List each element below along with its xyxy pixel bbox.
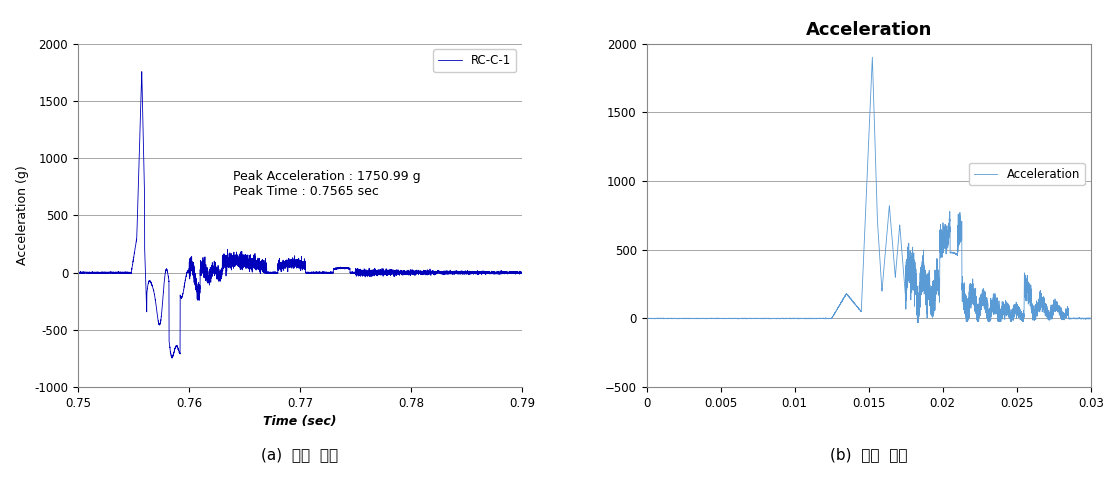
RC-C-1 [93, 270, 107, 276]
Y-axis label: Acceleration (g): Acceleration (g) [16, 166, 29, 265]
Acceleration [640, 316, 653, 321]
RC-C-1 [166, 355, 179, 361]
Text: (a)  실험  결과: (a) 실험 결과 [262, 447, 338, 462]
Line: Acceleration: Acceleration [647, 57, 1091, 323]
Acceleration [666, 316, 679, 321]
Text: (b)  해석  결과: (b) 해석 결과 [830, 447, 907, 462]
RC-C-1 [401, 269, 414, 274]
Acceleration [1084, 315, 1097, 321]
Acceleration [866, 54, 879, 60]
Acceleration [918, 288, 932, 294]
RC-C-1 [515, 269, 529, 275]
Legend: Acceleration: Acceleration [969, 163, 1085, 185]
RC-C-1 [424, 268, 437, 274]
RC-C-1 [233, 258, 246, 264]
X-axis label: Time (sec): Time (sec) [264, 415, 337, 428]
Acceleration [991, 302, 1004, 308]
RC-C-1 [135, 69, 148, 75]
Text: Peak Acceleration : 1750.99 g
Peak Time : 0.7565 sec: Peak Acceleration : 1750.99 g Peak Time … [234, 169, 421, 197]
Title: Acceleration: Acceleration [806, 21, 932, 39]
Acceleration [912, 313, 925, 319]
Legend: RC-C-1: RC-C-1 [433, 49, 516, 72]
Line: RC-C-1: RC-C-1 [78, 72, 522, 358]
RC-C-1 [334, 265, 347, 271]
RC-C-1 [354, 271, 367, 277]
Acceleration [910, 320, 924, 326]
Acceleration [1076, 316, 1090, 321]
Acceleration [759, 316, 772, 321]
RC-C-1 [71, 270, 85, 276]
